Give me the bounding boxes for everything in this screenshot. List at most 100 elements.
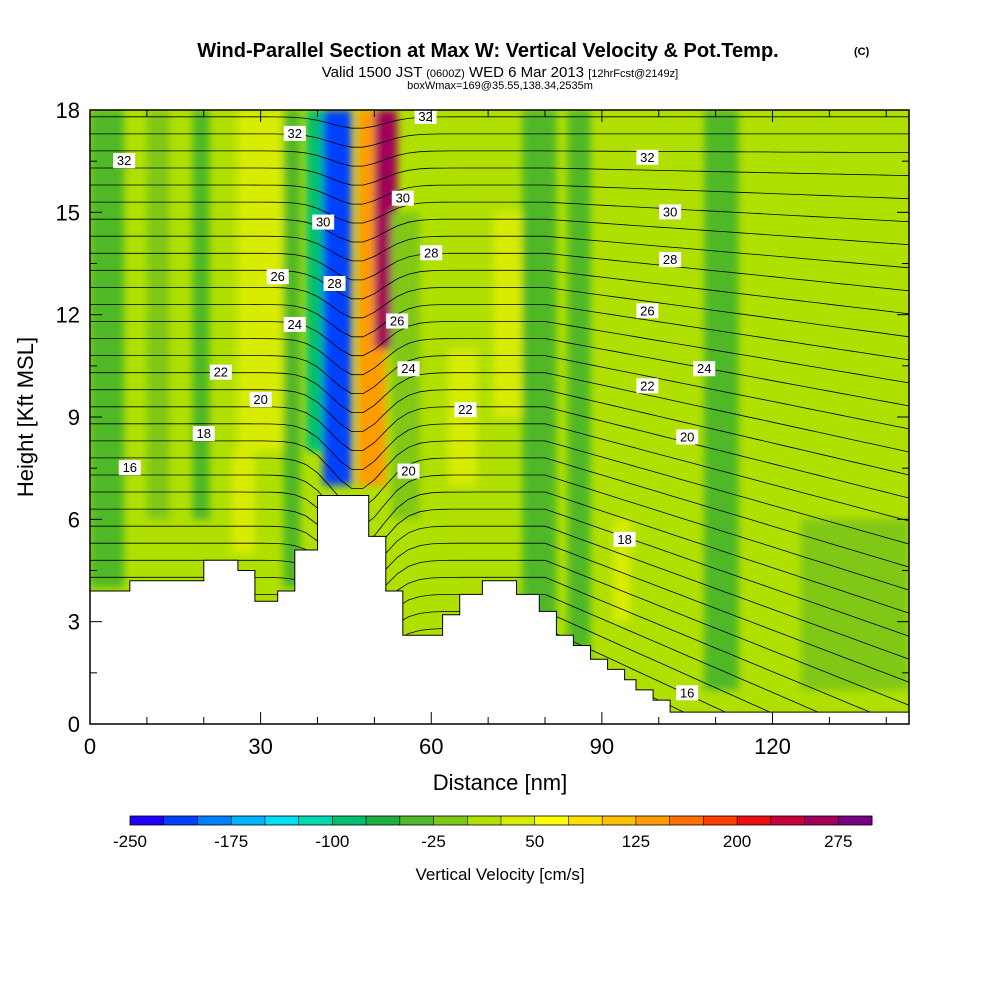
terrain (90, 495, 909, 724)
contour-label: 22 (454, 402, 477, 418)
colorbar-swatch (264, 816, 300, 825)
contour-label: 28 (659, 252, 682, 268)
contour-label-text: 20 (253, 392, 267, 407)
colorbar-tick-label: -250 (113, 832, 147, 851)
contour-label: 18 (192, 426, 215, 442)
contour-label-box (391, 190, 414, 206)
contour-label-box (676, 685, 699, 701)
contour-label: 24 (283, 316, 306, 332)
contour-label-box (323, 275, 346, 291)
colorbar-swatch (602, 816, 637, 825)
contour-label: 16 (676, 685, 699, 701)
theta-contour (90, 406, 909, 499)
x-tick-label: 120 (754, 734, 791, 759)
theta-contour (90, 440, 909, 545)
theta-contour (90, 218, 909, 246)
colorbar-tick-label: 50 (525, 832, 544, 851)
contour-label-text: 18 (197, 426, 211, 441)
contour-label-text: 24 (288, 317, 302, 332)
theta-contour (90, 491, 909, 614)
subtitle-zulu: (0600Z) (426, 68, 465, 80)
y-tick-label: 3 (68, 610, 80, 635)
contour-label-box (192, 426, 215, 442)
y-tick-label: 0 (68, 712, 80, 737)
contour-label: 16 (118, 460, 141, 476)
contour-label-text: 24 (697, 361, 711, 376)
contour-label-box (249, 391, 272, 407)
theta-contour (90, 355, 909, 430)
contour-label-box (636, 149, 659, 165)
theta-contour (90, 304, 909, 361)
contour-label: 26 (266, 269, 289, 285)
colorbar-label: Vertical Velocity [cm/s] (415, 865, 584, 884)
contour-label-box (283, 125, 306, 141)
theta-contour (90, 201, 909, 224)
y-tick-label: 6 (68, 507, 80, 532)
colorbar-swatch (534, 816, 569, 825)
contour-label-box (312, 214, 335, 230)
chart-title: Wind-Parallel Section at Max W: Vertical… (197, 40, 778, 62)
contour-label: 32 (113, 153, 136, 169)
contour-label-box (454, 402, 477, 418)
w-zone (323, 110, 352, 486)
contour-label-text: 24 (401, 361, 415, 376)
colorbar: -250 -175 -100 -25 50 125 200 275 (113, 815, 873, 851)
contour-label: 22 (209, 364, 232, 380)
contour-label: 32 (283, 125, 306, 141)
colorbar-swatch (163, 816, 198, 825)
contour-label-text: 26 (640, 303, 654, 318)
chart-subtitle: Valid 1500 JST (0600Z) WED 6 Mar 2013 [1… (322, 64, 678, 81)
w-zone (146, 110, 170, 520)
colorbar-swatch (804, 816, 839, 825)
colorbar-swatch (433, 816, 468, 825)
contour-label: 30 (391, 190, 414, 206)
contour-label-text: 28 (663, 252, 677, 267)
w-zone (800, 519, 909, 690)
x-tick-label: 0 (84, 734, 96, 759)
y-axis-label: Height [Kft MSL] (13, 337, 38, 497)
contour-label: 32 (414, 110, 437, 124)
contour-label-text: 16 (123, 460, 137, 475)
contour-label: 26 (386, 313, 409, 329)
w-zone (522, 110, 557, 622)
theta-contour (90, 100, 909, 110)
colorbar-swatch (467, 816, 502, 825)
y-tick-label: 18 (56, 98, 80, 123)
contour-label-box (397, 361, 420, 377)
colorbar-swatch (635, 816, 671, 825)
contour-label-box (636, 378, 659, 394)
contour-label-box (659, 252, 682, 268)
contour-label: 24 (693, 361, 716, 377)
contour-label: 20 (676, 429, 699, 445)
x-tick-label: 60 (419, 734, 443, 759)
contour-label-text: 20 (401, 464, 415, 479)
w-zone (283, 110, 301, 588)
colorbar-swatch (332, 816, 367, 825)
w-zone (232, 451, 255, 554)
theta-contour (90, 508, 909, 637)
w-zone (192, 110, 210, 520)
contour-label: 20 (249, 391, 272, 407)
theta-contour (90, 235, 909, 269)
theta-contour (90, 150, 909, 167)
contour-label-box (397, 463, 420, 479)
colorbar-swatch (501, 816, 536, 825)
colorbar-swatch (231, 816, 266, 825)
contour-label: 26 (636, 303, 659, 319)
contour-label-box (209, 364, 232, 380)
theta-contour (90, 338, 909, 407)
colorbar-tick-label: -175 (214, 832, 248, 851)
contour-label-text: 22 (214, 365, 228, 380)
contour-label: 28 (420, 245, 443, 261)
colorbar-tick-label: 200 (723, 832, 751, 851)
contour-label-text: 22 (458, 402, 472, 417)
contour-label: 30 (659, 204, 682, 220)
w-zone (306, 110, 324, 452)
theta-contour-labels: 32 32 32 32 30 30 30 28 28 28 26 26 26 24 24 24 22 22 22 20… (113, 110, 716, 701)
contour-label-box (266, 269, 289, 285)
copyright-mark: (C) (854, 46, 870, 58)
x-axis: 0 30 60 90 120 (84, 110, 887, 759)
y-tick-label: 15 (56, 200, 80, 225)
theta-contour (90, 287, 909, 338)
colorbar-swatch (130, 816, 165, 825)
